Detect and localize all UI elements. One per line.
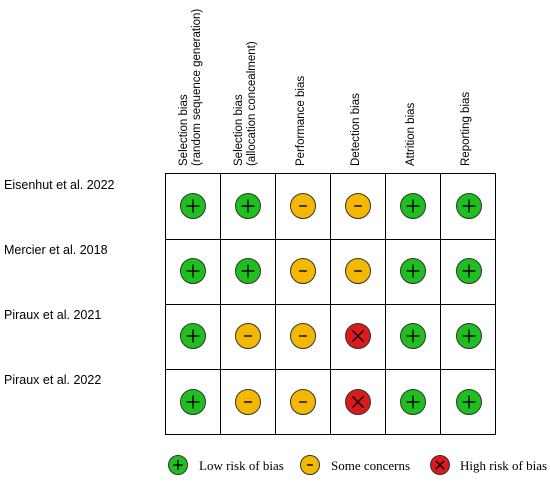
column-header-line2: (allocation concealment) <box>246 41 258 166</box>
minus-icon <box>290 193 316 220</box>
minus-icon <box>290 258 316 285</box>
column-header: Attrition bias <box>385 0 440 168</box>
column-header: Detection bias <box>330 0 385 168</box>
grid-cell <box>221 174 276 240</box>
plus-icon <box>235 193 261 220</box>
grid-cell <box>221 304 276 370</box>
plus-icon <box>400 258 426 285</box>
study-label: Mercier et al. 2018 <box>4 243 108 257</box>
minus-icon <box>290 388 316 415</box>
minus-icon <box>235 323 261 350</box>
legend-low-icon <box>168 455 188 475</box>
plus-icon <box>180 388 206 415</box>
plus-icon <box>455 388 482 415</box>
minus-icon <box>290 323 316 350</box>
plus-icon <box>400 388 426 415</box>
plus-icon <box>235 258 261 285</box>
minus-icon <box>345 258 371 285</box>
plus-icon <box>180 258 206 285</box>
risk-of-bias-grid <box>165 173 496 435</box>
column-header: Performance bias <box>275 0 330 168</box>
column-header-line1: Selection bias <box>233 94 245 166</box>
grid-cell <box>386 369 441 435</box>
grid-cell <box>276 304 331 370</box>
minus-icon <box>235 388 261 415</box>
grid-cell <box>441 174 496 240</box>
plus-icon <box>180 323 206 350</box>
plus-icon <box>455 193 482 220</box>
plus-icon <box>180 193 206 220</box>
study-label: Piraux et al. 2021 <box>4 308 102 322</box>
column-header-line2: (random sequence generation) <box>191 8 203 166</box>
column-header-line1: Performance bias <box>295 75 307 166</box>
grid-cell <box>441 239 496 305</box>
grid-cell <box>221 369 276 435</box>
study-label: Piraux et al. 2022 <box>4 373 102 387</box>
column-header: Selection bias (random sequence generatio… <box>165 0 220 168</box>
grid-cell <box>331 369 386 435</box>
cross-icon <box>345 323 371 350</box>
minus-icon <box>345 193 371 220</box>
plus-icon <box>455 258 482 285</box>
grid-cell <box>441 369 496 435</box>
grid-cell <box>166 239 221 305</box>
grid-cell <box>166 369 221 435</box>
legend-high-icon <box>430 455 450 475</box>
grid-cell <box>386 239 441 305</box>
study-label: Eisenhut et al. 2022 <box>4 178 115 192</box>
plus-icon <box>455 323 482 350</box>
legend-some-label: Some concerns <box>331 458 411 473</box>
grid-cell <box>166 304 221 370</box>
grid-cell <box>331 174 386 240</box>
grid-cell <box>331 304 386 370</box>
grid-cell <box>276 239 331 305</box>
grid-cell <box>276 369 331 435</box>
column-header-line1: Reporting bias <box>460 91 472 166</box>
grid-cell <box>386 174 441 240</box>
column-header: Selection bias (allocation concealment) <box>220 0 275 168</box>
grid-cell <box>166 174 221 240</box>
column-header-line1: Attrition bias <box>405 102 417 166</box>
grid-cell <box>221 239 276 305</box>
legend-low-label: Low risk of bias <box>199 458 284 473</box>
column-header: Reporting bias <box>440 0 495 168</box>
plus-icon <box>400 323 426 350</box>
grid-cell <box>441 304 496 370</box>
legend-high-label: High risk of bias <box>460 458 548 473</box>
plus-icon <box>400 193 426 220</box>
grid-cell <box>386 304 441 370</box>
column-header-line1: Detection bias <box>350 93 362 166</box>
legend: Low risk of bias Some concerns High risk… <box>0 455 550 477</box>
legend-some-icon <box>300 455 320 475</box>
column-header-line1: Selection bias <box>178 94 190 166</box>
cross-icon <box>345 388 371 415</box>
grid-cell <box>276 174 331 240</box>
grid-cell <box>331 239 386 305</box>
